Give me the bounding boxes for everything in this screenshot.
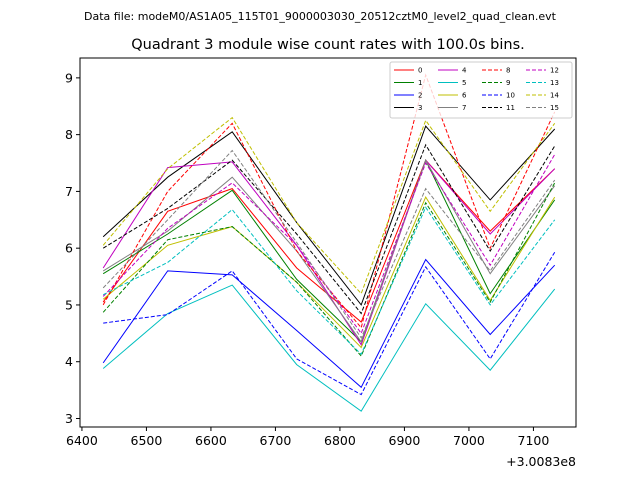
chart-title: Quadrant 3 module wise count rates with … (131, 37, 525, 53)
legend-label-6: 6 (462, 92, 467, 100)
y-tick-label: 5 (65, 297, 73, 312)
legend-label-11: 11 (506, 104, 515, 112)
series-line-13 (102, 206, 556, 356)
series-line-6 (102, 196, 556, 349)
series-line-11 (102, 143, 556, 315)
legend-box (389, 61, 573, 119)
legend-label-2: 2 (418, 92, 422, 100)
y-tick-label: 8 (65, 127, 73, 142)
x-offset-label: +3.0083e8 (506, 454, 576, 469)
x-tick-label: 6500 (131, 433, 163, 448)
legend-label-3: 3 (418, 104, 422, 112)
x-tick-label: 7000 (453, 433, 485, 448)
y-tick-label: 4 (65, 354, 73, 369)
series-layer (102, 73, 556, 412)
legend-label-7: 7 (462, 104, 466, 112)
legend-label-8: 8 (506, 67, 510, 75)
series-line-9 (102, 182, 556, 357)
series-line-7 (102, 159, 556, 343)
x-tick-label: 6900 (389, 433, 421, 448)
legend-label-4: 4 (462, 67, 467, 75)
x-tick-label: 6400 (66, 433, 98, 448)
series-line-14 (102, 116, 556, 295)
y-tick-label: 9 (65, 70, 73, 85)
legend-label-10: 10 (506, 92, 515, 100)
legend-label-14: 14 (550, 92, 559, 100)
figure-suptitle: Data file: modeM0/AS1A05_115T01_90000030… (84, 10, 557, 23)
legend-label-9: 9 (506, 79, 510, 87)
legend-label-5: 5 (462, 79, 466, 87)
x-tick-label: 6800 (324, 433, 356, 448)
plot-frame (79, 57, 577, 428)
series-line-3 (102, 125, 556, 306)
series-line-12 (102, 154, 556, 335)
series-line-5 (102, 284, 556, 412)
legend-label-12: 12 (550, 67, 559, 75)
x-tick-label: 7100 (518, 433, 550, 448)
legend-label-13: 13 (550, 79, 559, 87)
series-line-1 (102, 158, 556, 343)
y-tick-label: 6 (65, 241, 73, 256)
series-line-15 (102, 149, 556, 339)
series-line-2 (102, 258, 556, 389)
y-tick-label: 3 (65, 411, 73, 426)
x-tick-label: 6600 (195, 433, 227, 448)
legend-label-0: 0 (418, 67, 422, 75)
legend-label-1: 1 (418, 79, 422, 87)
y-tick-label: 7 (65, 184, 73, 199)
series-line-4 (102, 159, 556, 346)
x-tick-label: 6700 (260, 433, 292, 448)
series-line-10 (103, 251, 556, 396)
legend-label-15: 15 (550, 104, 559, 112)
